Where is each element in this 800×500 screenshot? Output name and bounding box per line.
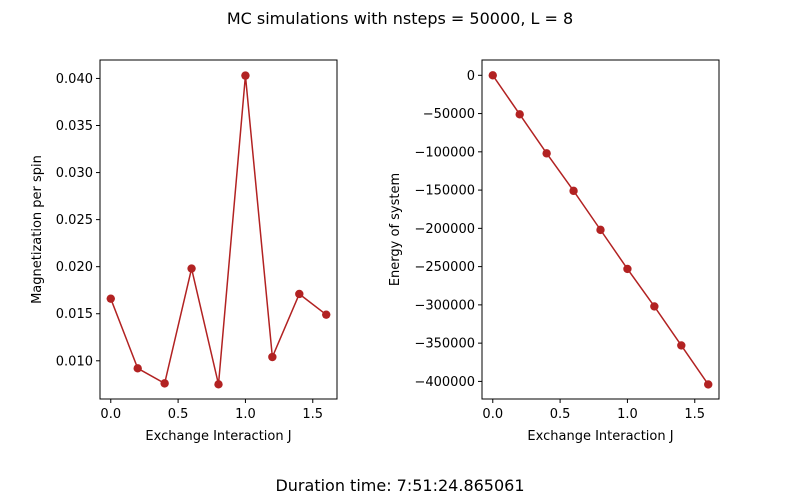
magnetization-ytick-label: 0.040 [56,72,93,87]
magnetization-data-point [241,71,250,80]
magnetization-data-point [133,364,142,373]
magnetization-xtick-label: 1.0 [235,407,256,422]
energy-data-point [488,71,497,80]
energy-xtick-label: 1.0 [617,407,638,422]
energy-panel: 0.0 0.5 1.0 1.5 0 −50000 −100000 −150000 −200000… [388,59,720,444]
magnetization-xlabel: Exchange Interaction J [145,429,291,444]
magnetization-ylabel: Magnetization per spin [30,155,45,304]
energy-data-point [677,341,686,350]
magnetization-ytick-label: 0.030 [56,166,93,181]
energy-data-point [515,110,524,119]
magnetization-xtick-label: 0.5 [168,407,189,422]
energy-data-point [650,302,659,311]
energy-xtick-label: 0.5 [550,407,571,422]
magnetization-data-point [106,294,115,303]
energy-ytick-label: −200000 [414,222,475,237]
magnetization-data-point [160,379,169,388]
magnetization-data-point [295,289,304,299]
magnetization-ytick-label: 0.015 [56,307,93,322]
energy-data-point [542,149,551,158]
energy-ytick-label: −300000 [414,298,475,313]
magnetization-series-line [110,75,327,385]
magnetization-plot-frame [99,59,338,400]
energy-xlabel: Exchange Interaction J [527,429,673,444]
energy-ytick-label: −250000 [414,260,475,275]
energy-ytick-label: 0 [467,69,475,84]
figure-title: MC simulations with nsteps = 50000, L = … [227,9,573,28]
energy-ytick-label: −350000 [414,337,475,352]
energy-plot-frame [481,59,720,400]
energy-ytick-label: −100000 [414,145,475,160]
magnetization-ytick-label: 0.020 [56,260,93,275]
magnetization-panel: 0.0 0.5 1.0 1.5 0.010 0.015 0.020 0.025 0.030 0.0… [30,59,338,444]
duration-footer: Duration time: 7:51:24.865061 [275,476,524,495]
energy-data-point [704,380,713,389]
energy-data-point [596,225,605,235]
magnetization-xtick-label: 0.0 [100,407,121,422]
energy-ytick-label: −50000 [423,107,475,122]
energy-ylabel: Energy of system [388,173,403,286]
magnetization-ytick-label: 0.035 [56,119,93,134]
energy-xtick-label: 0.0 [482,407,503,422]
energy-ytick-label: −150000 [414,184,475,199]
magnetization-xtick-label: 1.5 [302,407,323,422]
magnetization-data-point [214,380,223,389]
energy-data-point [623,264,632,274]
magnetization-data-point [187,264,196,273]
magnetization-data-point [268,352,277,362]
energy-data-point [569,186,578,196]
magnetization-data-point [322,310,331,319]
energy-ytick-label: −400000 [414,375,475,390]
energy-xtick-label: 1.5 [684,407,705,422]
magnetization-ytick-label: 0.010 [56,354,93,369]
magnetization-ytick-label: 0.025 [56,213,93,228]
